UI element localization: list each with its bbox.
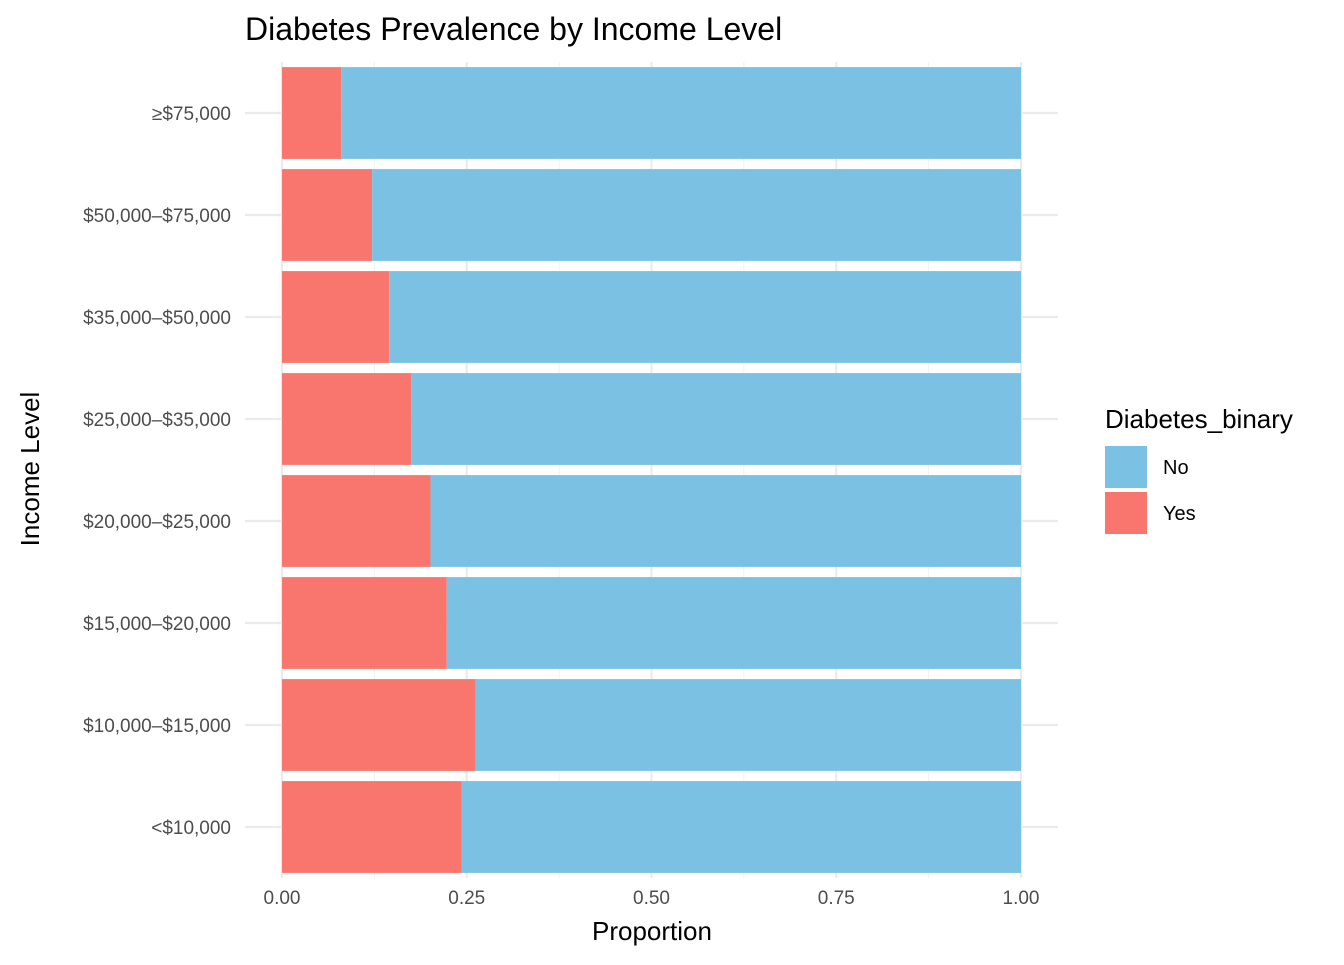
- bar-no-10-000-15-000: [475, 679, 1021, 771]
- bar-no-50-000-75-000: [372, 169, 1022, 261]
- bar-yes-15-000-20-000: [282, 577, 447, 669]
- x-tick-label: 0.75: [818, 888, 855, 909]
- y-tick-label: $15,000–$20,000: [83, 614, 231, 635]
- legend-label-no: No: [1163, 457, 1189, 479]
- y-tick-label: $50,000–$75,000: [83, 206, 231, 227]
- x-tick-labels: 0.00 0.25 0.50 0.75 1.00: [264, 888, 1040, 909]
- legend: Diabetes_binary No Yes: [1105, 404, 1293, 534]
- bar-no-15-000-20-000: [446, 577, 1021, 669]
- x-tick-label: 0.25: [448, 888, 485, 909]
- bar-yes-35-000-50-000: [282, 271, 390, 363]
- y-tick-label: $10,000–$15,000: [83, 716, 231, 737]
- bar-no-20-000-25-000: [430, 475, 1021, 567]
- y-axis-title: Income Level: [15, 392, 45, 547]
- y-tick-labels: <$10,000 $10,000–$15,000 $15,000–$20,000 $2…: [83, 104, 231, 839]
- legend-key-no: [1105, 446, 1147, 488]
- y-tick-label: $35,000–$50,000: [83, 308, 231, 329]
- bar-yes-20-000-25-000: [282, 475, 431, 567]
- bar-yes-25-000-35-000: [282, 373, 412, 465]
- bar-yes-10-000: [282, 781, 462, 873]
- y-tick-label: ≥$75,000: [152, 104, 231, 125]
- bar-yes-50-000-75-000: [282, 169, 373, 261]
- legend-items: No Yes: [1105, 446, 1196, 534]
- x-tick-label: 1.00: [1003, 888, 1040, 909]
- legend-label-yes: Yes: [1163, 503, 1196, 525]
- bar-no-35-000-50-000: [389, 271, 1021, 363]
- bar-no-25-000-35-000: [411, 373, 1021, 465]
- bar-yes-75-000: [282, 67, 342, 159]
- bar-no-75-000: [341, 67, 1021, 159]
- bar-no-10-000: [461, 781, 1021, 873]
- bar-yes-10-000-15-000: [282, 679, 476, 771]
- bars-layer: [282, 67, 1022, 873]
- y-tick-label: <$10,000: [151, 818, 231, 839]
- y-tick-label: $20,000–$25,000: [83, 512, 231, 533]
- x-tick-label: 0.50: [633, 888, 670, 909]
- x-axis-title: Proportion: [592, 916, 712, 946]
- x-tick-label: 0.00: [264, 888, 301, 909]
- legend-key-yes: [1105, 492, 1147, 534]
- y-tick-label: $25,000–$35,000: [83, 410, 231, 431]
- chart-title: Diabetes Prevalence by Income Level: [245, 11, 782, 47]
- legend-title: Diabetes_binary: [1105, 404, 1293, 434]
